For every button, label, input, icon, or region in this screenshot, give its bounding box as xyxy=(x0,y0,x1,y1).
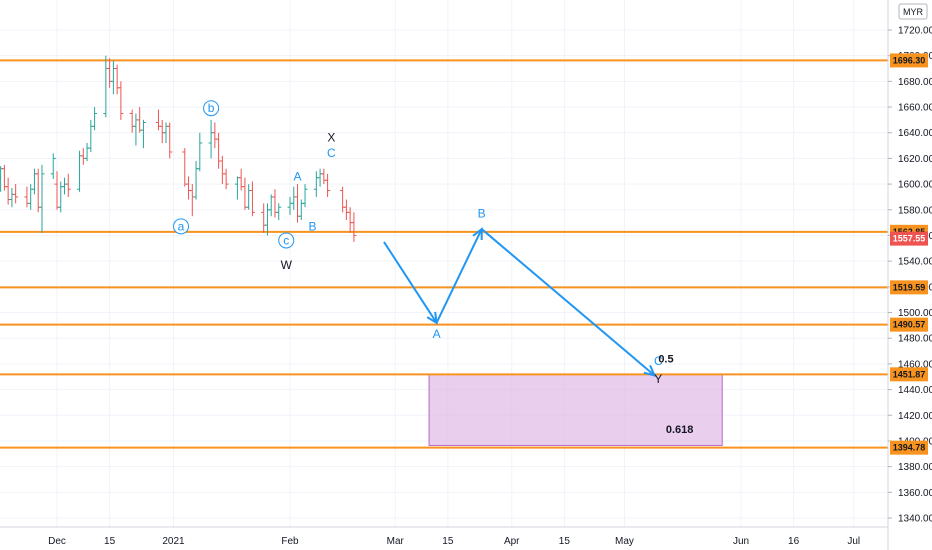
wave-label: X xyxy=(327,131,335,145)
wave-label: B xyxy=(309,219,317,233)
currency-badge[interactable]: MYR xyxy=(898,3,928,20)
level-label xyxy=(890,317,928,332)
y-tick-label: 1440.00 xyxy=(898,385,932,396)
target-zone-rect xyxy=(428,373,723,446)
target-zone xyxy=(428,373,723,446)
level-label-text: 1519.59 xyxy=(893,282,926,292)
last-price-label-text: 1557.55 xyxy=(893,234,926,244)
wave-label: A xyxy=(433,327,441,341)
fib-label: 0.618 xyxy=(666,424,694,436)
y-tick-label: 1340.00 xyxy=(898,514,932,525)
projection-arrowhead xyxy=(643,364,657,377)
wave-label: C xyxy=(327,146,336,160)
y-tick-label: 1420.00 xyxy=(898,411,932,422)
x-tick-label: Jun xyxy=(733,536,749,547)
grid xyxy=(0,0,888,527)
wave-label-circle xyxy=(173,218,190,235)
y-tick-label: 1620.00 xyxy=(898,154,932,165)
horizontal-levels xyxy=(0,59,888,449)
projection-path xyxy=(383,226,657,377)
x-tick-label: Jul xyxy=(847,536,860,547)
wave-label: b xyxy=(208,101,215,115)
x-tick-label: 15 xyxy=(104,536,116,547)
y-tick-label: 1600.00 xyxy=(898,180,932,191)
wave-label: W xyxy=(281,258,293,272)
level-label xyxy=(890,280,928,295)
wave-label-circle xyxy=(203,100,220,117)
y-tick-label: 1540.00 xyxy=(898,257,932,268)
x-tick-label: 15 xyxy=(559,536,571,547)
fib-label: 0.5 xyxy=(658,354,673,366)
y-tick-label: 1500.00 xyxy=(898,308,932,319)
y-axis-background xyxy=(888,0,932,550)
level-label xyxy=(890,367,928,382)
y-tick-label: 1480.00 xyxy=(898,334,932,345)
level-label-text: 1696.30 xyxy=(893,55,926,65)
price-bars xyxy=(0,55,357,242)
x-tick-label: 16 xyxy=(788,536,800,547)
y-tick-label: 1460.00 xyxy=(898,359,932,370)
y-tick-label: 1660.00 xyxy=(898,103,932,114)
projection-segment xyxy=(383,241,438,324)
projection-segment xyxy=(435,228,483,324)
x-tick-label: Dec xyxy=(48,536,66,547)
wave-label: B xyxy=(478,206,486,220)
y-tick-label: 1680.00 xyxy=(898,77,932,88)
y-tick-label: 1580.00 xyxy=(898,205,932,216)
currency-badge-text: MYR xyxy=(903,7,924,17)
wave-label: C xyxy=(654,354,663,368)
x-tick-label: 15 xyxy=(442,536,454,547)
x-tick-label: Apr xyxy=(504,536,520,547)
y-tick-label: 1640.00 xyxy=(898,128,932,139)
level-label xyxy=(890,53,928,68)
last-price-label xyxy=(890,231,928,246)
wave-label: Y xyxy=(654,372,662,386)
projection-segment xyxy=(481,228,656,377)
x-axis[interactable]: Dec 15 2021 Feb Mar 15 Apr 15 May Jun 16 Jul xyxy=(0,526,888,547)
wave-label: c xyxy=(283,233,289,247)
x-tick-label: Feb xyxy=(281,536,299,547)
y-tick-label: 1720.00 xyxy=(898,26,932,37)
x-tick-label: May xyxy=(615,536,634,547)
level-label-text: 1451.87 xyxy=(893,369,926,379)
y-tick-label: 1360.00 xyxy=(898,488,932,499)
wave-label: a xyxy=(178,219,185,233)
wave-label: A xyxy=(294,169,302,183)
x-tick-label: Mar xyxy=(387,536,405,547)
level-label-text: 1394.78 xyxy=(893,443,926,453)
fib-labels: 0.5 0.618 xyxy=(658,354,693,437)
wave-label-circle xyxy=(278,232,295,249)
y-tick-label: 1380.00 xyxy=(898,462,932,473)
level-label xyxy=(890,440,928,455)
x-tick-label: 2021 xyxy=(162,536,185,547)
y-axis[interactable]: 1340.001360.001380.001400.001420.001440.… xyxy=(887,0,932,550)
level-label-text: 1490.57 xyxy=(893,320,926,330)
